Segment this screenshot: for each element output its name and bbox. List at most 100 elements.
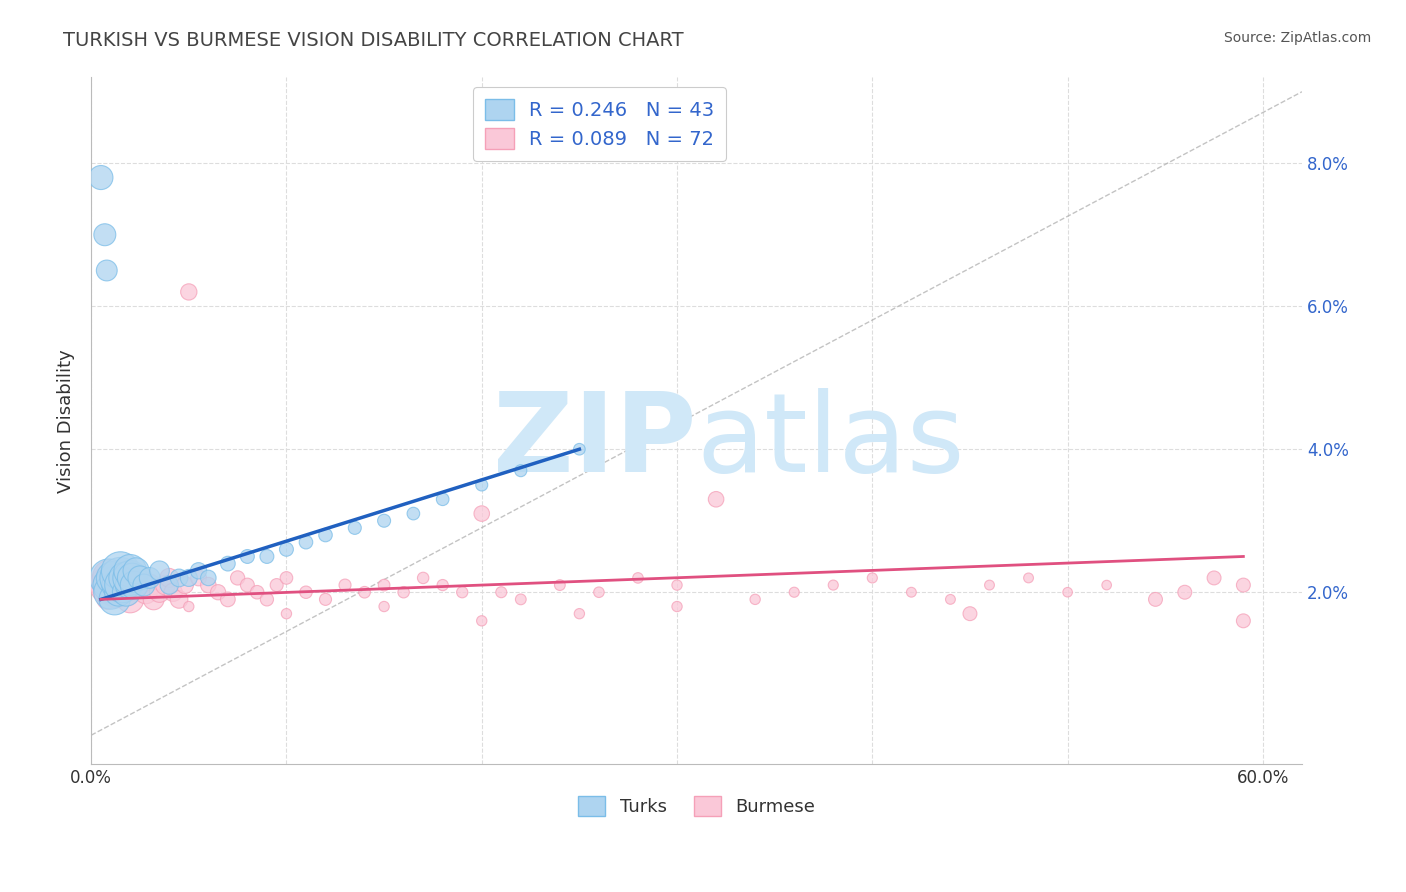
Point [187,571,209,585]
Point [111,578,134,592]
Point [155,578,177,592]
Point [100,571,122,585]
Point [744,592,766,607]
Point [167,592,190,607]
Point [666,578,689,592]
Point [142,592,165,607]
Point [392,585,415,599]
Point [704,492,727,507]
Point [177,599,200,614]
Point [256,592,278,607]
Point [96,592,118,607]
Point [120,564,142,578]
Point [959,607,981,621]
Point [1232,578,1254,592]
Point [187,564,209,578]
Y-axis label: Vision Disability: Vision Disability [58,349,75,492]
Point [666,599,689,614]
Point [115,585,138,599]
Point [1174,585,1197,599]
Point [157,578,180,592]
Point [333,578,356,592]
Point [939,592,962,607]
Point [226,571,249,585]
Text: atlas: atlas [696,388,965,495]
Point [129,571,152,585]
Point [217,557,239,571]
Point [148,585,170,599]
Point [373,514,395,528]
Point [103,578,125,592]
Point [177,571,200,585]
Point [125,564,148,578]
Point [588,585,610,599]
Point [860,571,883,585]
Point [90,170,112,185]
Point [103,592,125,607]
Point [315,528,337,542]
Point [139,571,162,585]
Point [111,578,134,592]
Point [100,578,122,592]
Point [110,571,132,585]
Point [157,571,180,585]
Text: TURKISH VS BURMESE VISION DISABILITY CORRELATION CHART: TURKISH VS BURMESE VISION DISABILITY COR… [63,31,683,50]
Point [568,607,591,621]
Point [471,614,494,628]
Point [197,571,219,585]
Point [900,585,922,599]
Point [266,578,288,592]
Point [115,585,138,599]
Point [471,507,494,521]
Point [97,571,120,585]
Point [276,542,298,557]
Point [1095,578,1118,592]
Point [129,571,152,585]
Point [373,578,395,592]
Point [1018,571,1040,585]
Point [471,478,494,492]
Point [295,535,318,549]
Point [451,585,474,599]
Point [132,578,155,592]
Text: Source: ZipAtlas.com: Source: ZipAtlas.com [1223,31,1371,45]
Point [236,549,259,564]
Point [1144,592,1167,607]
Point [94,585,117,599]
Point [343,521,366,535]
Point [107,585,129,599]
Point [236,578,259,592]
Point [373,599,395,614]
Legend: Turks, Burmese: Turks, Burmese [571,789,823,823]
Point [167,571,190,585]
Point [120,592,142,607]
Point [162,585,184,599]
Point [217,592,239,607]
Point [315,592,337,607]
Point [353,585,375,599]
Point [110,564,132,578]
Point [96,263,118,277]
Point [256,549,278,564]
Point [174,578,197,592]
Point [783,585,806,599]
Point [110,571,132,585]
Point [112,571,135,585]
Point [1202,571,1225,585]
Point [97,578,120,592]
Point [122,578,145,592]
Point [509,592,531,607]
Point [276,571,298,585]
Point [135,585,157,599]
Point [207,585,229,599]
Point [197,578,219,592]
Point [1056,585,1078,599]
Point [90,578,112,592]
Point [509,464,531,478]
Point [122,578,145,592]
Point [402,507,425,521]
Point [100,585,122,599]
Point [121,571,143,585]
Point [432,492,454,507]
Point [1232,614,1254,628]
